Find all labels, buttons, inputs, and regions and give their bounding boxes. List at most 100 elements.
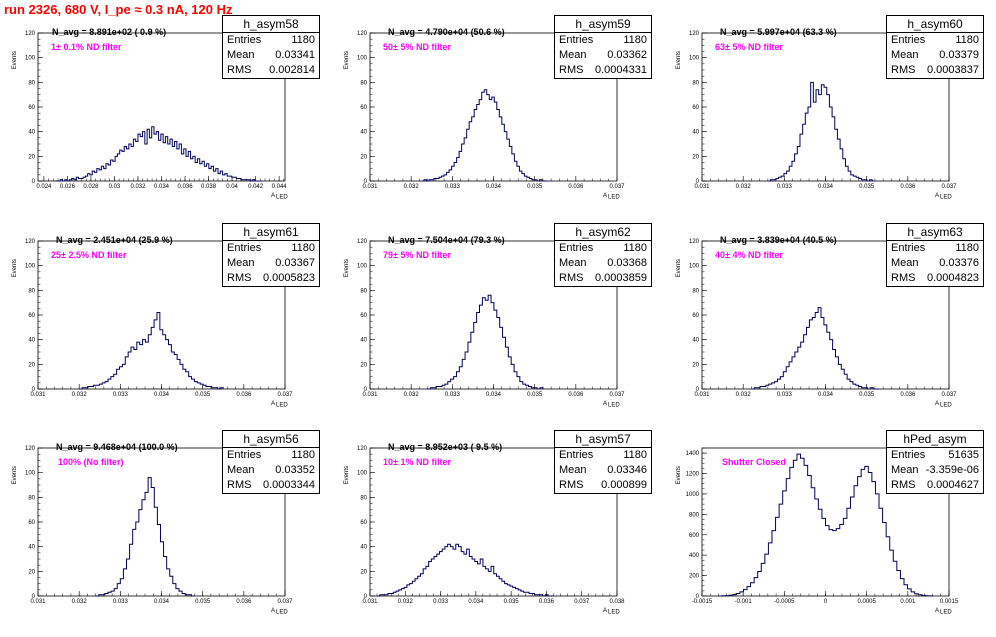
y-tick-label: 80 <box>360 80 367 86</box>
stats-row-rms: RMS 0.002814 <box>223 63 319 78</box>
x-tick-label: 0.033 <box>433 599 449 605</box>
x-tick-label: 0.033 <box>777 184 793 190</box>
x-tick-label: 0.031 <box>362 184 378 190</box>
stats-value-entries: 1180 <box>955 34 979 46</box>
x-tick-label: 0.034 <box>154 599 170 605</box>
y-tick-label: 40 <box>360 338 367 344</box>
stats-label-mean: Mean <box>227 464 255 476</box>
x-tick-label: 0.033 <box>113 392 129 398</box>
filter-label: 40± 4% ND filter <box>715 250 783 260</box>
stats-row-entries: Entries 1180 <box>887 33 983 48</box>
histogram-svg-h_asym60: 0 20 40 60 80 100 120 0.031 0.032 0.033 0.034 0.035… <box>676 31 957 201</box>
stats-row-mean: Mean 0.03362 <box>555 48 651 63</box>
stats-value-mean: 0.03376 <box>939 257 979 269</box>
y-tick-label: 20 <box>360 362 367 368</box>
y-tick-label: 40 <box>692 130 699 136</box>
x-tick-label: -0.0005 <box>774 599 795 605</box>
y-axis-label: Events <box>12 466 18 484</box>
stats-value-mean: 0.03362 <box>607 49 647 61</box>
x-tick-label: 0.031 <box>30 392 46 398</box>
stats-label-mean: Mean <box>227 49 255 61</box>
x-axis-sublabel: LED <box>940 610 952 616</box>
stats-row-mean: Mean 0.03368 <box>555 256 651 271</box>
stats-label-mean: Mean <box>559 257 587 269</box>
histogram-svg-h_asym58: 0 20 40 60 80 100 120 0.024 0.026 0.028 0.03 0.032 0… <box>12 31 288 201</box>
y-tick-label: 1000 <box>686 492 700 498</box>
x-tick-label: 0.035 <box>859 184 875 190</box>
histogram-panel-h_asym58: 0 20 40 60 80 100 120 0.024 0.026 0.028 0.03 0.032 0… <box>0 15 332 222</box>
stats-row-mean: Mean 0.03379 <box>887 48 983 63</box>
stats-label-rms: RMS <box>891 64 916 76</box>
stats-box: Entries 1180 Mean 0.03341 RMS 0.002814 <box>222 32 320 79</box>
y-tick-label: 40 <box>360 545 367 551</box>
y-tick-label: 60 <box>360 313 367 319</box>
histogram-line-hPed_asym <box>718 453 934 597</box>
histogram-panel-h_asym63: 0 20 40 60 80 100 120 0.031 0.032 0.033 0.034 0.035… <box>664 223 996 430</box>
y-tick-label: 120 <box>357 239 368 245</box>
x-tick-label: 0.037 <box>609 184 625 190</box>
histogram-panel-h_asym59: 0 20 40 60 80 100 120 0.031 0.032 0.033 0.034 0.035… <box>332 15 664 222</box>
histogram-line-h_asym57 <box>377 543 554 597</box>
x-tick-label: 0.034 <box>154 184 170 190</box>
stats-label-entries: Entries <box>559 34 594 46</box>
x-tick-label: 0.034 <box>818 392 834 398</box>
stats-row-entries: Entries 1180 <box>555 448 651 463</box>
x-tick-label: 0.035 <box>527 184 543 190</box>
n-avg-label: N_avg = 3.839e+04 (40.5 %) <box>720 235 837 245</box>
x-tick-label: 0.024 <box>36 184 52 190</box>
stats-value-rms: 0.0003344 <box>263 479 315 491</box>
stats-label-rms: RMS <box>227 272 252 284</box>
filter-label: 1± 0.1% ND filter <box>51 42 122 52</box>
stats-label-entries: Entries <box>559 242 594 254</box>
histogram-title-h_asym56: h_asym56 <box>222 430 320 448</box>
histogram-line-h_asym56 <box>95 477 195 597</box>
x-tick-label: 0.037 <box>277 599 293 605</box>
y-axis-label: Events <box>12 259 18 277</box>
stats-box: Entries 1180 Mean 0.03346 RMS 0.000899 <box>554 447 652 494</box>
n-avg-label: N_avg = 7.504e+04 (79.3 %) <box>388 235 505 245</box>
stats-value-rms: 0.0005823 <box>263 272 315 284</box>
filter-label: 25± 2.5% ND filter <box>51 250 127 260</box>
n-avg-label: N_avg = 9.468e+04 (100.0 %) <box>56 442 178 452</box>
histogram-panel-h_asym61: 0 20 40 60 80 100 120 0.031 0.032 0.033 0.034 0.035… <box>0 223 332 430</box>
y-tick-label: 400 <box>689 553 700 559</box>
x-axis-label: A <box>935 193 939 199</box>
stats-value-entries: 1180 <box>623 242 647 254</box>
y-tick-label: 60 <box>692 105 699 111</box>
x-tick-label: 0.001 <box>900 599 916 605</box>
stats-row-rms: RMS 0.000899 <box>555 478 651 493</box>
x-axis-label: A <box>271 193 275 199</box>
histogram-svg-h_asym59: 0 20 40 60 80 100 120 0.031 0.032 0.033 0.034 0.035… <box>344 31 625 201</box>
y-axis-label: Events <box>676 466 682 484</box>
x-tick-label: 0.034 <box>818 184 834 190</box>
y-tick-label: 40 <box>28 338 35 344</box>
y-tick-label: 80 <box>692 80 699 86</box>
x-tick-label: 0.037 <box>609 392 625 398</box>
stats-box: Entries 1180 Mean 0.03352 RMS 0.0003344 <box>222 447 320 494</box>
stats-value-rms: 0.0003837 <box>927 64 979 76</box>
x-axis-label: A <box>271 608 275 614</box>
stats-label-mean: Mean <box>559 49 587 61</box>
x-tick-label: 0.033 <box>445 184 461 190</box>
y-tick-label: 200 <box>689 574 700 580</box>
n-avg-label: N_avg = 2.451e+04 (25.9 %) <box>56 235 173 245</box>
n-avg-label: N_avg = 5.997e+04 (63.3 %) <box>720 27 837 37</box>
n-avg-label: N_avg = 4.790e+04 (50.6 %) <box>388 27 505 37</box>
stats-label-mean: Mean <box>559 464 587 476</box>
y-tick-label: 20 <box>28 154 35 160</box>
stats-row-entries: Entries 1180 <box>223 241 319 256</box>
stats-box: Entries 1180 Mean 0.03362 RMS 0.0004331 <box>554 32 652 79</box>
stats-value-mean: 0.03352 <box>275 464 315 476</box>
y-tick-label: 100 <box>357 264 368 270</box>
x-axis-sublabel: LED <box>940 195 952 201</box>
x-tick-label: 0.0015 <box>940 599 959 605</box>
y-axis-label: Events <box>344 466 350 484</box>
y-tick-label: 1200 <box>686 472 700 478</box>
x-axis-label: A <box>603 608 607 614</box>
histogram-line-h_asym63 <box>751 307 880 390</box>
stats-label-entries: Entries <box>559 449 594 461</box>
y-tick-label: 120 <box>689 31 700 37</box>
x-axis-label: A <box>935 401 939 407</box>
histogram-title-h_asym62: h_asym62 <box>554 223 652 241</box>
stats-row-rms: RMS 0.0003859 <box>555 271 651 286</box>
